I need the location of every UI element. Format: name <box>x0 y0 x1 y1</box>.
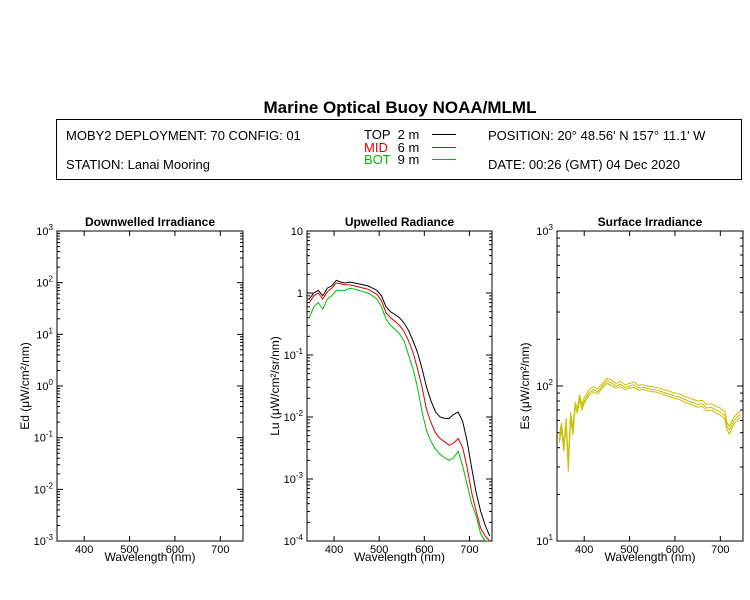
chart3-xtick-label-1: 500 <box>620 544 638 556</box>
chart2-ytick-label-4: 1 <box>297 288 303 300</box>
chart1-title: Downwelled Irradiance <box>85 215 215 229</box>
chart1-xtick-label-0: 400 <box>75 544 93 556</box>
legend-bot-line <box>432 159 456 160</box>
legend-top-name: TOP <box>364 127 391 142</box>
chart2-xlabel: Wavelength (nm) <box>354 550 445 564</box>
chart3-ylabel: Es (μW/cm²/nm) <box>518 343 532 430</box>
chart2-xtick-label-1: 500 <box>370 544 388 556</box>
chart1-ylabel: Ed (μW/cm²/nm) <box>18 342 32 430</box>
chart2-xtick-label-0: 400 <box>325 544 343 556</box>
chart1-ytick-label-3: 100 <box>36 378 53 393</box>
chart2-frame <box>306 230 493 542</box>
chart1-xtick-label-2: 600 <box>166 544 184 556</box>
chart2-xtick-label-3: 700 <box>460 544 478 556</box>
chart3-xlabel: Wavelength (nm) <box>605 550 696 564</box>
page-title: Marine Optical Buoy NOAA/MLML <box>263 98 537 117</box>
deployment-label: MOBY2 DEPLOYMENT: 70 CONFIG: 01 <box>66 128 301 143</box>
chart2-series-1 <box>308 282 491 541</box>
chart2-series-2 <box>308 287 490 541</box>
chart2-ytick-label-0: 10-4 <box>284 533 304 548</box>
chart1-xlabel: Wavelength (nm) <box>105 550 196 564</box>
chart2-ylabel: Lu (μW/cm²/sr/nm) <box>268 336 282 436</box>
chart1-ytick-label-6: 103 <box>36 223 53 238</box>
chart2-ytick-label-2: 10-2 <box>284 409 304 424</box>
chart1-frame <box>56 230 244 542</box>
legend-bot: BOT 9 m <box>364 152 456 167</box>
chart2-xtick-label-2: 600 <box>415 544 433 556</box>
chart1-ytick-label-4: 101 <box>36 326 53 341</box>
legend-bot-depth: 9 m <box>397 152 420 167</box>
legend-bot-name: BOT <box>364 152 391 167</box>
legend-mid: MID 6 m <box>364 140 456 155</box>
station-label: STATION: Lanai Mooring <box>66 157 211 172</box>
info-box: MOBY2 DEPLOYMENT: 70 CONFIG: 01 STATION:… <box>56 119 742 180</box>
chart3-xtick-label-3: 700 <box>711 544 729 556</box>
legend-mid-depth: 6 m <box>397 140 420 155</box>
chart3-ytick-label-2: 103 <box>536 223 553 238</box>
chart3-title: Surface Irradiance <box>598 215 703 229</box>
chart3-ytick-label-1: 102 <box>536 378 553 393</box>
chart2-ytick-label-3: 10-1 <box>284 347 304 362</box>
chart2-title: Upwelled Radiance <box>345 215 455 229</box>
chart1-ytick-label-2: 10-1 <box>34 430 54 445</box>
chart1-xtick-label-3: 700 <box>211 544 229 556</box>
chart3-ytick-label-0: 101 <box>536 533 553 548</box>
chart1-ytick-label-1: 10-2 <box>34 481 54 496</box>
chart1-xtick-label-1: 500 <box>120 544 138 556</box>
chart2-ytick-label-5: 10 <box>291 226 303 238</box>
position-label: POSITION: 20° 48.56' N 157° 11.1' W <box>488 128 706 143</box>
legend-mid-line <box>432 147 456 148</box>
chart1-ytick-label-0: 10-3 <box>34 533 54 548</box>
chart3-series-0 <box>558 380 742 468</box>
chart3-xtick-label-0: 400 <box>575 544 593 556</box>
chart3-series-1 <box>558 377 742 461</box>
chart3-series-2 <box>558 382 742 472</box>
chart2-ytick-label-1: 10-3 <box>284 471 304 486</box>
legend-mid-name: MID <box>364 140 388 155</box>
chart2-series-0 <box>308 279 491 537</box>
date-label: DATE: 00:26 (GMT) 04 Dec 2020 <box>488 157 680 172</box>
legend-top-line <box>432 134 456 135</box>
chart3-xtick-label-2: 600 <box>666 544 684 556</box>
legend-top: TOP 2 m <box>364 127 456 142</box>
legend-top-depth: 2 m <box>397 127 420 142</box>
chart1-ytick-label-5: 102 <box>36 275 53 290</box>
